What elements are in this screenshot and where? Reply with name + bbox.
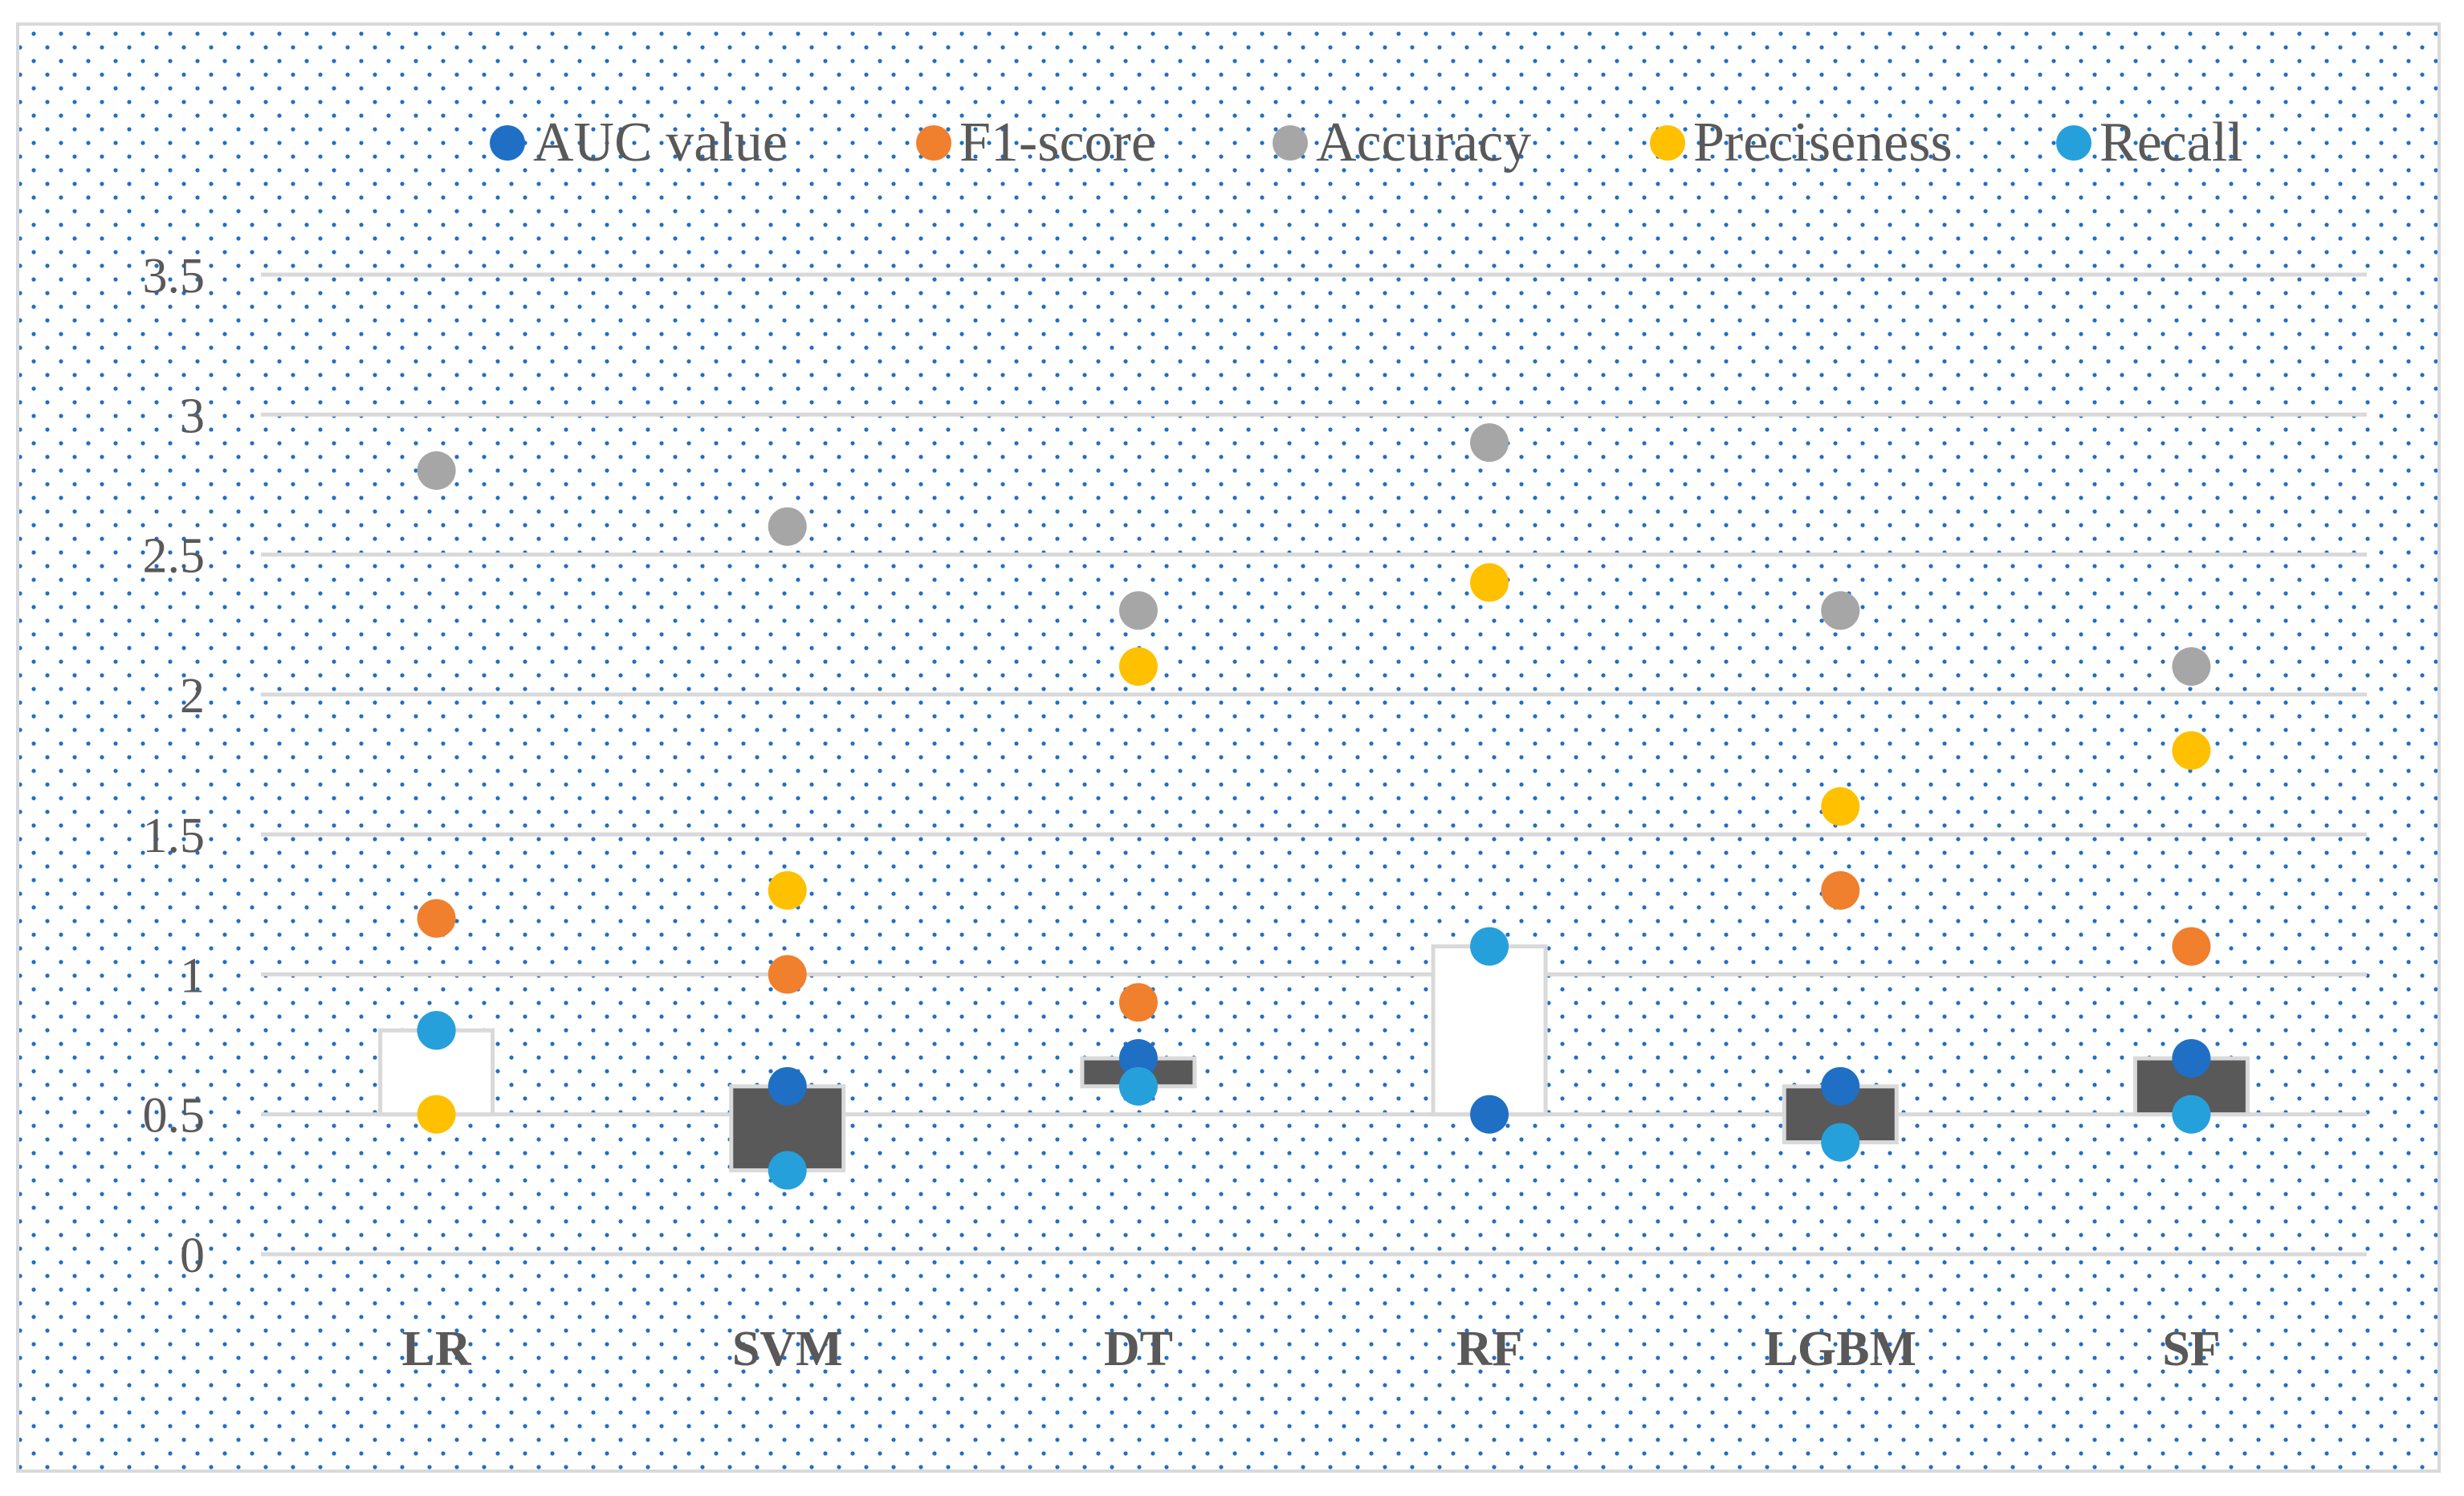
x-tick-label: RF — [1456, 1322, 1523, 1376]
point-accuracy — [1470, 423, 1509, 463]
y-axis-ticks: 0 0.5 1 1.5 2 2.5 3 3.5 — [143, 249, 206, 1283]
x-tick-label: SF — [2162, 1322, 2220, 1376]
x-tick-label: SVM — [732, 1322, 843, 1376]
point-accuracy — [2172, 647, 2211, 686]
point-preciseness — [417, 1094, 456, 1134]
x-tick-label: LGBM — [1765, 1322, 1916, 1376]
point-preciseness — [1118, 647, 1158, 686]
legend-item-auc-value: AUC value — [490, 112, 788, 173]
point-recall — [1118, 1066, 1158, 1106]
point-accuracy — [1821, 591, 1860, 630]
legend-item-accuracy: Accuracy — [1273, 112, 1531, 173]
legend-item-f1-score: F1-score — [916, 112, 1156, 173]
point-auc-value — [1821, 1066, 1860, 1106]
legend-label: AUC value — [533, 112, 788, 173]
x-axis-labels: LR SVM DT RF LGBM SF — [402, 1322, 2221, 1376]
gridlines — [261, 272, 2367, 1257]
point-preciseness — [1470, 563, 1509, 602]
legend-label: Preciseness — [1693, 112, 1953, 173]
legend-marker — [490, 125, 525, 161]
legend-item-preciseness: Preciseness — [1650, 112, 1953, 173]
point-auc-value — [1470, 1094, 1509, 1134]
point-auc-value — [1118, 1039, 1158, 1078]
y-tick-label: 1 — [180, 948, 205, 1003]
point-f1-score — [1821, 870, 1860, 910]
legend-label: Accuracy — [1316, 112, 1531, 173]
y-tick-label: 2.5 — [143, 529, 206, 584]
y-tick-label: 3.5 — [143, 249, 206, 304]
point-f1-score — [1118, 983, 1158, 1022]
point-recall — [768, 1151, 807, 1190]
point-recall — [417, 1011, 456, 1050]
y-tick-label: 0 — [180, 1229, 205, 1283]
legend-marker — [916, 125, 951, 161]
legend-label: F1-score — [959, 112, 1156, 173]
point-auc-value — [2172, 1039, 2211, 1078]
point-accuracy — [1118, 591, 1158, 630]
point-recall — [1470, 927, 1509, 966]
x-tick-label: DT — [1104, 1322, 1173, 1376]
point-recall — [2172, 1094, 2211, 1134]
point-f1-score — [768, 955, 807, 994]
legend: AUC value F1-score Accuracy Preciseness Reca… — [490, 112, 2243, 173]
point-preciseness — [768, 870, 807, 910]
data-points — [417, 423, 2211, 1190]
point-recall — [1821, 1123, 1860, 1162]
legend-item-recall: Recall — [2056, 112, 2243, 173]
legend-label: Recall — [2099, 112, 2243, 173]
y-tick-label: 3 — [180, 389, 205, 443]
point-auc-value — [768, 1066, 807, 1106]
legend-marker — [1273, 125, 1308, 161]
box-rf — [1431, 944, 1548, 1117]
point-f1-score — [417, 899, 456, 938]
point-accuracy — [417, 451, 456, 490]
legend-marker — [2056, 125, 2091, 161]
point-f1-score — [2172, 927, 2211, 966]
legend-marker — [1650, 125, 1685, 161]
point-accuracy — [768, 507, 807, 546]
plot-background — [19, 26, 2438, 1470]
point-preciseness — [1821, 787, 1860, 826]
point-preciseness — [2172, 731, 2211, 770]
y-tick-label: 0.5 — [143, 1089, 206, 1143]
x-tick-label: LR — [402, 1322, 472, 1376]
y-tick-label: 1.5 — [143, 809, 206, 863]
y-tick-label: 2 — [180, 669, 205, 724]
